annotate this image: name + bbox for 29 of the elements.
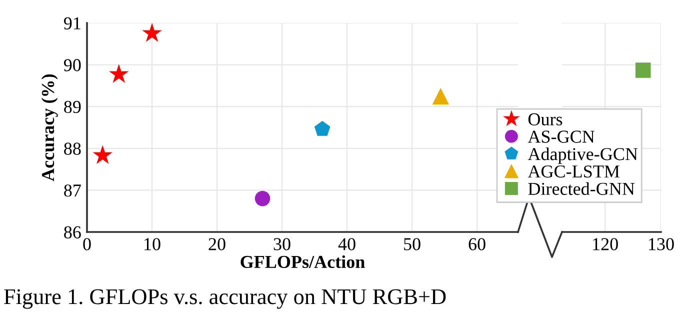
y-tick-label: 88 bbox=[64, 142, 81, 155]
legend-label: Directed-GNN bbox=[528, 182, 635, 195]
y-tick-label: 89 bbox=[64, 100, 81, 114]
x-tick-label: 40 bbox=[338, 238, 356, 250]
legend-label: Adaptive-GCN bbox=[528, 147, 638, 164]
x-tick-label: 10 bbox=[144, 238, 160, 250]
legend-label: AGC-LSTM bbox=[528, 165, 620, 178]
x-tick-label: 50 bbox=[404, 238, 420, 250]
x-tick-label: 60 bbox=[468, 238, 486, 250]
point bbox=[432, 88, 449, 104]
point bbox=[108, 64, 129, 83]
point bbox=[142, 23, 162, 42]
caption: Figure 1. GFLOPs v.s. accuracy on NTU RGB+D bbox=[4, 289, 446, 309]
point bbox=[254, 190, 270, 206]
legend-label: AS-GCN bbox=[528, 130, 594, 143]
x-tick-label: 20 bbox=[208, 238, 226, 250]
y-tick-label: 87 bbox=[64, 184, 81, 197]
x-tick-label: 30 bbox=[274, 238, 290, 250]
point bbox=[92, 145, 113, 164]
x-tick-label: 0 bbox=[83, 238, 91, 250]
y-axis-title: Accuracy (%) bbox=[41, 74, 58, 182]
x-tick-label: 130 bbox=[649, 238, 674, 250]
y-tick-label: 90 bbox=[64, 59, 81, 72]
y-tick-label: 86 bbox=[64, 226, 81, 238]
x-axis-title: GFLOPs/Action bbox=[240, 255, 365, 268]
x-tick-label: 120 bbox=[593, 238, 618, 250]
y-tick-label: 91 bbox=[64, 17, 80, 30]
legend-label: Ours bbox=[528, 113, 562, 126]
point bbox=[314, 120, 330, 136]
